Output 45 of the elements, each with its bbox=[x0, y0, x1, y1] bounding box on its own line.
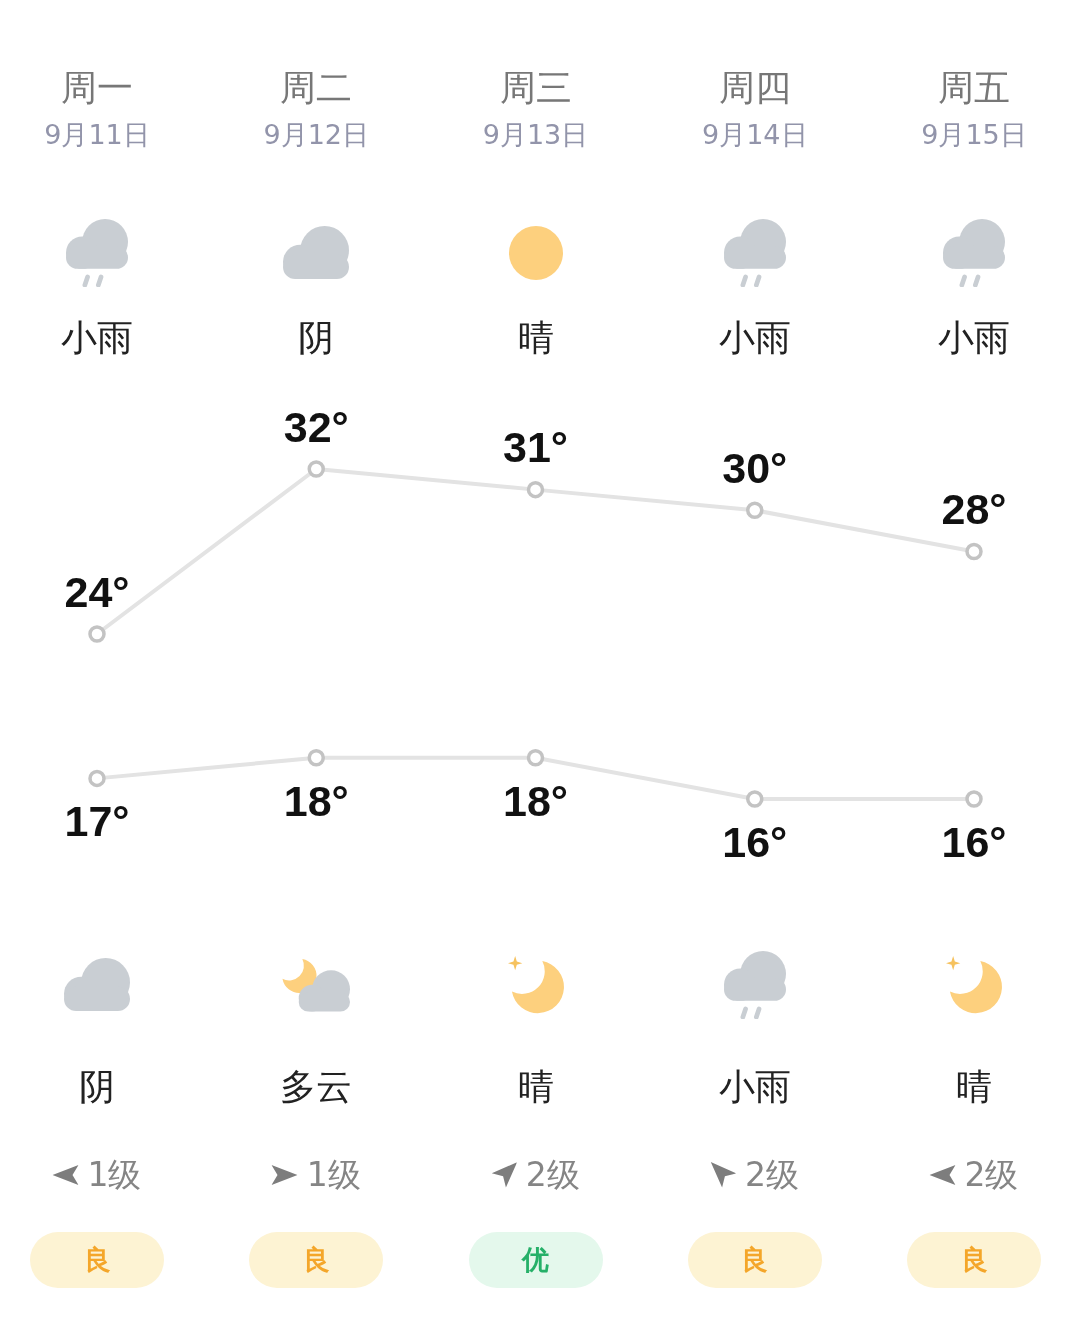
text: 1级 bbox=[306, 1155, 361, 1195]
x-tick-label: 周五 9月15日 bbox=[921, 67, 1027, 151]
x-tick-label: 周二 9月12日 bbox=[263, 67, 370, 151]
data-label: 32° bbox=[283, 402, 349, 451]
text: 晴 bbox=[517, 317, 554, 359]
point bbox=[307, 749, 325, 767]
data-label: 31° bbox=[502, 423, 569, 472]
data-label: 17° bbox=[64, 797, 130, 846]
data-label: 16° bbox=[722, 817, 788, 866]
text: 小雨 bbox=[718, 1066, 791, 1108]
point bbox=[526, 480, 545, 499]
text: 晴 bbox=[956, 1066, 992, 1108]
data-label: 16° bbox=[941, 817, 1007, 866]
point bbox=[526, 749, 545, 767]
text: 良 bbox=[741, 1244, 769, 1276]
text: 晴 bbox=[517, 1066, 554, 1108]
text: 阴 bbox=[79, 1066, 115, 1108]
text: 多云 bbox=[280, 1066, 353, 1108]
text: 2级 bbox=[525, 1155, 580, 1195]
point bbox=[88, 625, 106, 643]
point bbox=[965, 542, 983, 561]
data-label: 24° bbox=[64, 567, 130, 616]
x-tick-label: 周一 9月11日 bbox=[44, 67, 150, 151]
point bbox=[965, 790, 983, 808]
text: 1级 bbox=[87, 1155, 142, 1195]
text: 小雨 bbox=[718, 317, 791, 359]
point bbox=[307, 460, 325, 478]
point bbox=[746, 790, 764, 808]
text: 良 bbox=[960, 1244, 988, 1276]
point bbox=[88, 769, 106, 788]
text: 良 bbox=[302, 1244, 330, 1276]
text: 阴 bbox=[298, 317, 335, 359]
data-label: 18° bbox=[502, 776, 569, 825]
x-tick-label: 周四 9月14日 bbox=[701, 67, 808, 151]
text: 2级 bbox=[964, 1155, 1019, 1195]
data-label: 28° bbox=[941, 485, 1007, 534]
text: 优 bbox=[522, 1244, 549, 1276]
text: 2级 bbox=[744, 1155, 799, 1195]
data-label: 18° bbox=[283, 776, 349, 825]
x-tick-label: 周三 9月13日 bbox=[482, 67, 589, 151]
text: 小雨 bbox=[938, 317, 1010, 359]
data-label: 30° bbox=[722, 444, 788, 493]
text: 良 bbox=[83, 1244, 111, 1276]
point bbox=[746, 501, 764, 519]
text: 小雨 bbox=[61, 317, 133, 359]
